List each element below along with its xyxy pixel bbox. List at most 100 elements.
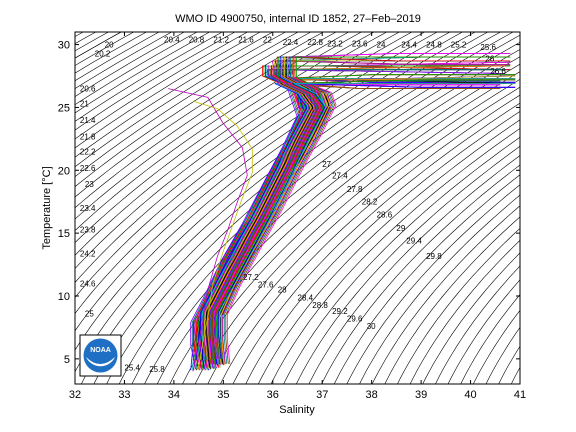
x-axis-label: Salinity <box>279 404 315 416</box>
isopycnal-line <box>75 32 223 122</box>
isopycnal-label: 25.2 <box>451 41 467 50</box>
isopycnal-line <box>384 216 520 384</box>
isopycnal-line <box>75 32 362 231</box>
isopycnal-line <box>75 32 324 198</box>
isopycnal-label: 22.6 <box>80 164 96 173</box>
noaa-logo: NOAA <box>79 334 122 377</box>
isopycnal-label: 28.2 <box>362 198 378 207</box>
isopycnal-label: 27.6 <box>258 281 274 290</box>
isopycnal-line <box>75 32 438 314</box>
isopycnal-line <box>156 56 520 384</box>
isopycnal-line <box>194 78 520 384</box>
profile-line <box>208 69 506 369</box>
isopycnal-label: 20.2 <box>95 49 111 58</box>
isopycnal-label: 21.6 <box>238 36 254 45</box>
isopycnal-line <box>270 128 520 384</box>
x-tick-label: 40 <box>464 389 476 401</box>
isopycnal-label: 22.8 <box>307 38 323 47</box>
profile-line <box>199 69 506 369</box>
isopycnal-label: 21.2 <box>213 36 229 45</box>
isopycnal-label: 27.4 <box>332 171 348 180</box>
profile-line <box>203 79 516 359</box>
profile-line <box>206 83 516 359</box>
isopycnal-line <box>75 32 337 209</box>
isopycnal-line <box>75 32 311 188</box>
isopycnal-line <box>144 49 520 384</box>
profile-line <box>209 83 516 359</box>
isopycnal-label: 28 <box>278 286 287 295</box>
profile-line <box>193 65 506 369</box>
isopycnal-line <box>283 136 520 384</box>
isopycnal-label: 27.2 <box>243 273 259 282</box>
isopycnal-line <box>333 174 520 384</box>
isopycnal-line <box>397 227 520 384</box>
isopycnal-label: 20 <box>105 41 114 50</box>
y-axis: 5 10 15 20 25 30 <box>58 40 520 366</box>
y-axis-label: Temperature [°C] <box>41 166 53 249</box>
isopycnal-label: 23 <box>85 180 94 189</box>
y-tick-label: 25 <box>58 102 70 114</box>
isopycnal-line <box>422 252 520 384</box>
profile-line <box>210 83 516 359</box>
profile-line <box>200 83 516 359</box>
isopycnal-labels: 20 20.4 20.8 21.2 21.6 22 22.4 22.8 23.2 23.6 24 24… <box>80 36 507 374</box>
isopycnal-label: 21 <box>80 100 89 109</box>
isopycnal-label: 25.8 <box>149 365 165 374</box>
profile-line <box>194 69 506 369</box>
profile-line <box>218 83 516 359</box>
isopycnal-line <box>81 32 488 384</box>
isopycnal-line <box>220 94 520 384</box>
x-tick-label: 36 <box>267 389 279 401</box>
profile-line <box>213 83 516 359</box>
profile-line <box>192 56 511 361</box>
isopycnal-line <box>207 86 520 384</box>
isopycnal-label: 26 <box>485 54 494 63</box>
profile-line <box>191 69 506 369</box>
y-tick-label: 15 <box>58 228 70 240</box>
isopycnal-label: 24.8 <box>426 41 442 50</box>
isopycnal-line <box>75 32 299 177</box>
isopycnal-label: 28.4 <box>298 293 314 302</box>
isopycnal-label: 29.6 <box>347 315 363 324</box>
isopycnal-line <box>473 309 520 384</box>
y-tick-label: 30 <box>58 40 70 52</box>
isopycnal-label: 23.4 <box>80 204 96 213</box>
profile-line <box>205 69 506 369</box>
isopycnal-label: 22 <box>263 36 272 45</box>
isopycnal-label: 29.4 <box>406 237 422 246</box>
profile-lines <box>168 53 516 372</box>
isopycnal-line <box>371 205 520 384</box>
isopycnal-line <box>75 32 236 131</box>
x-tick-label: 34 <box>168 389 180 401</box>
isopycnal-line <box>346 184 520 384</box>
isopycnal-line <box>321 164 520 384</box>
x-tick-label: 32 <box>69 389 81 401</box>
isopycnal-label: 21.8 <box>80 132 96 141</box>
isopycnal-label: 25 <box>85 310 94 319</box>
isopycnal-line <box>447 279 520 384</box>
isopycnal-label: 30 <box>367 322 376 331</box>
isopycnal-label: 24.4 <box>401 41 417 50</box>
isopycnal-label: 29 <box>396 224 405 233</box>
chart-title: WMO ID 4900750, internal ID 1852, 27–Feb… <box>175 13 421 25</box>
isopycnal-label: 23.8 <box>80 225 96 234</box>
isopycnal-label: 21.4 <box>80 116 96 125</box>
isopycnal-line <box>75 32 248 140</box>
isopycnal-line <box>409 239 520 384</box>
profile-line <box>190 69 506 369</box>
isopycnal-label: 25.4 <box>124 364 140 373</box>
profile-line <box>216 79 516 359</box>
y-tick-label: 5 <box>64 354 70 366</box>
isopycnal-line <box>75 32 261 149</box>
profile-line <box>212 79 516 359</box>
isopycnal-line <box>232 102 520 384</box>
isopycnal-line <box>75 32 451 332</box>
isopycnal-label: 29.2 <box>332 307 348 316</box>
isopycnal-line <box>258 119 520 384</box>
isopycnal-line <box>75 32 286 168</box>
isopycnal-label: 29.8 <box>426 252 442 261</box>
isopycnal-label: 27.8 <box>347 185 363 194</box>
isopycnal-line <box>296 145 520 384</box>
isopycnal-label: 20.4 <box>164 36 180 45</box>
